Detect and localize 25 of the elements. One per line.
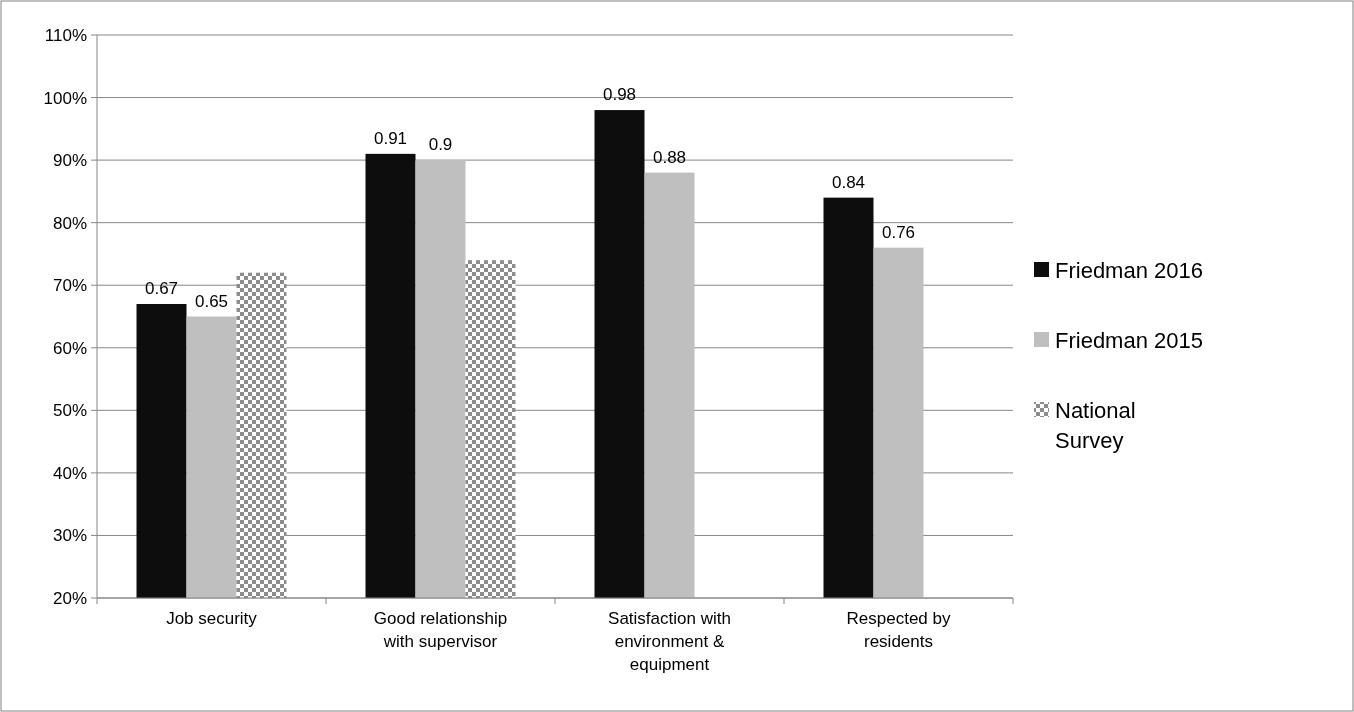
data-label: 0.67 <box>144 278 179 298</box>
data-label: 0.98 <box>602 85 637 105</box>
y-tick-label: 70% <box>52 276 87 296</box>
y-tick-label: 30% <box>52 526 87 546</box>
y-tick-label: 80% <box>52 213 87 233</box>
data-label: 0.65 <box>194 291 229 311</box>
y-tick-label: 90% <box>52 151 87 171</box>
data-label: 0.88 <box>652 147 687 167</box>
y-tick-label: 110% <box>44 25 87 45</box>
y-tick-label: 100% <box>43 88 87 108</box>
x-tick-label: Good relationship with supervisor <box>373 609 508 651</box>
x-tick-label: Job security <box>166 609 258 628</box>
data-label: 0.91 <box>373 128 408 148</box>
y-tick-label: 20% <box>52 588 87 608</box>
legend-label: Friedman 2016 <box>1055 257 1203 283</box>
legend-label: National Survey <box>1055 397 1136 453</box>
y-tick-label: 40% <box>52 463 87 483</box>
legend-label: Friedman 2015 <box>1055 327 1203 353</box>
data-label: 0.9 <box>428 135 453 155</box>
x-tick-label: Satisfaction with environment & equipment <box>608 609 731 674</box>
x-tick-label: Respected by residents <box>846 609 951 651</box>
y-tick-label: 50% <box>52 401 87 421</box>
y-tick-label: 60% <box>52 338 87 358</box>
data-label: 0.84 <box>831 172 866 192</box>
data-label: 0.76 <box>881 222 916 242</box>
